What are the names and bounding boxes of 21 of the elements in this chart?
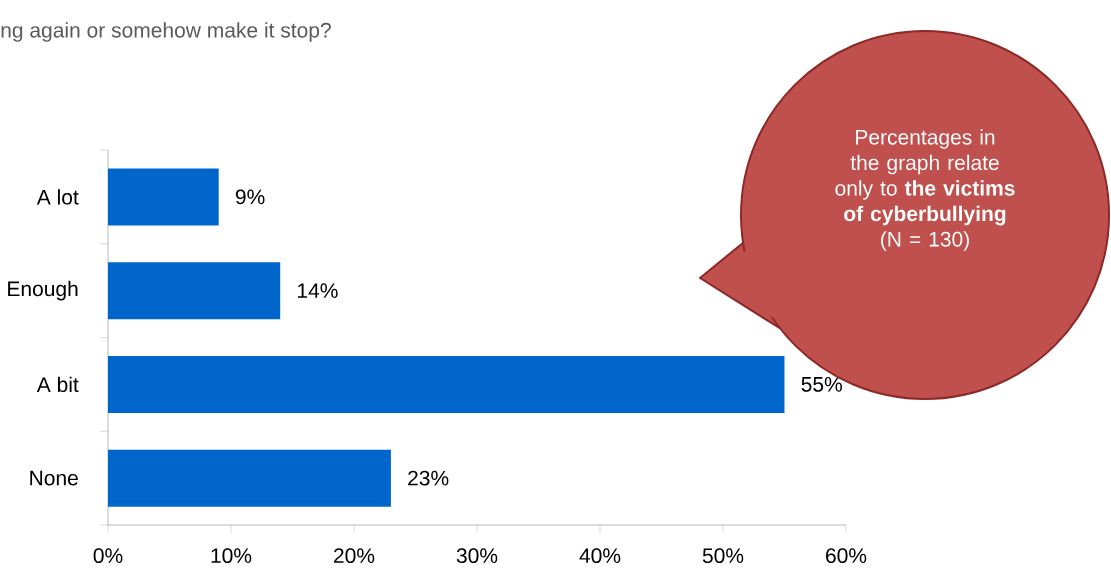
bar — [108, 449, 391, 507]
x-tick-label: 40% — [579, 548, 621, 564]
x-tick-label: 30% — [456, 548, 498, 564]
y-tick-label: A bit — [36, 376, 79, 393]
y-tick-label: A lot — [36, 189, 79, 205]
bar — [108, 262, 281, 320]
annotation: Percentages in the graph relate only to the victims of cyberbullying (N = 130) — [835, 129, 1015, 251]
x-tick-label: 20% — [334, 548, 375, 564]
y-tick-label: None — [30, 470, 78, 486]
bar — [108, 168, 219, 226]
x-tick-label: 50% — [702, 548, 744, 564]
data-label: 55% — [801, 376, 842, 392]
chart-title: ng again or somehow make it stop? — [1, 22, 331, 42]
data-label: 23% — [408, 470, 449, 486]
data-label: 9% — [235, 189, 265, 205]
x-tick-label: 10% — [211, 548, 252, 564]
data-label: 14% — [298, 283, 338, 298]
bar — [108, 355, 785, 413]
x-tick-label: 60% — [826, 548, 867, 564]
y-tick-label: Enough — [8, 280, 78, 301]
x-tick-label: 0% — [93, 548, 123, 564]
